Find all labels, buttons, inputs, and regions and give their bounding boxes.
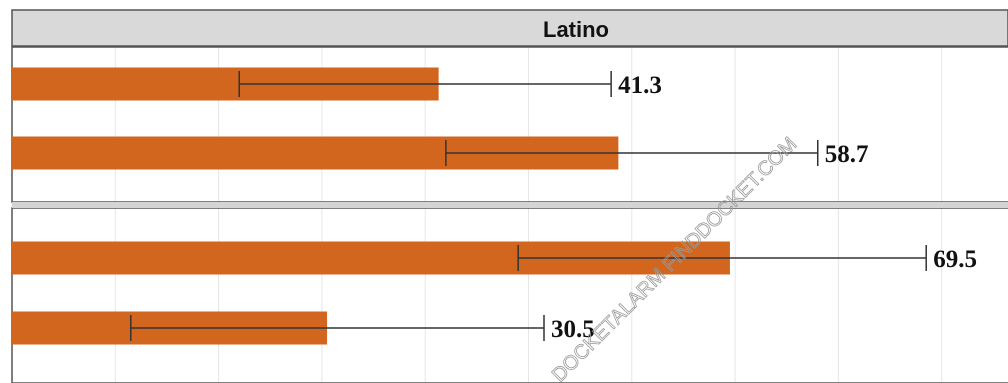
facet-header: Latino — [11, 9, 1008, 47]
facet-title: Latino — [543, 17, 609, 42]
value-label: 30.5 — [551, 316, 595, 343]
value-label: 58.7 — [825, 141, 869, 168]
bars-layer: 41.3 58.7 69.5 30.5 — [12, 67, 977, 345]
grid-layer — [114, 47, 943, 383]
panels-layer — [11, 46, 1008, 383]
value-label: 41.3 — [618, 72, 662, 99]
value-label: 69.5 — [933, 246, 977, 273]
facet-header-background — [11, 9, 1008, 47]
panel-separator — [12, 202, 1008, 208]
panel-frame — [11, 207, 1008, 383]
